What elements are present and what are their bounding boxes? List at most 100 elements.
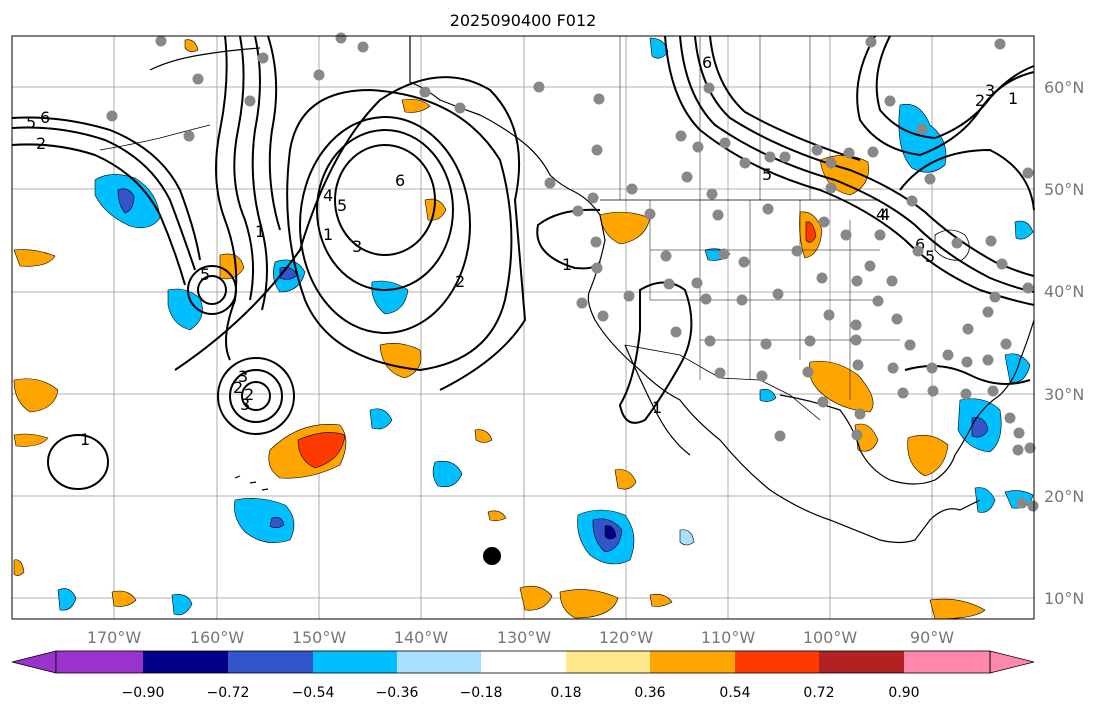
station-dot (924, 173, 936, 185)
station-dot (817, 396, 829, 408)
station-dot (912, 245, 924, 257)
neg-patch-118w-63n (649, 37, 669, 59)
contour-label: 4 (880, 205, 890, 224)
contour-east-5 (679, 35, 1035, 293)
station-dot (987, 385, 999, 397)
contour-label: 3 (238, 367, 248, 386)
contour-east-3 (709, 35, 861, 161)
station-dot (663, 278, 675, 290)
station-dot (852, 359, 864, 371)
station-dot (774, 430, 786, 442)
contour-label: 5 (762, 165, 772, 184)
pos-patch-134w-25n (474, 429, 493, 443)
station-dot (1012, 444, 1024, 456)
contour-label: 5 (337, 196, 347, 215)
longitude-label: 130°W (497, 628, 552, 647)
station-dot (764, 151, 776, 163)
station-dot (825, 182, 837, 194)
neg-patch-light-115w (679, 529, 695, 546)
colorbar-segment (313, 651, 397, 673)
colorbar-tick-label: 0.18 (550, 685, 581, 701)
station-dot (1022, 167, 1034, 179)
station-dot (714, 367, 726, 379)
station-dot (660, 250, 672, 262)
pos-patch-118w-21n (614, 469, 637, 490)
contour-label: 2 (233, 378, 243, 397)
station-dot (887, 362, 899, 374)
contour-low-6 (334, 144, 436, 256)
longitude-label: 110°W (701, 628, 756, 647)
contour-label: 3 (352, 237, 362, 256)
station-dot (904, 339, 916, 351)
north-america-pacific-coast (409, 36, 981, 544)
station-dot (891, 313, 903, 325)
contour-1-southwest (618, 281, 693, 424)
contour-circle-inner (197, 275, 227, 305)
contour-label: 6 (702, 53, 712, 72)
latitude-axis: 60°N 50°N 40°N 30°N 20°N 10°N (1044, 78, 1084, 608)
contour-label: 5 (925, 247, 935, 266)
station-dot (700, 293, 712, 305)
contour-low-4 (299, 116, 471, 334)
colorbar-segment (819, 651, 904, 673)
station-dot (587, 192, 599, 204)
neg-core-155w-18n (269, 517, 285, 529)
colorbar-tick-label: 0.90 (888, 685, 919, 701)
baja-california-coast (624, 344, 691, 456)
filled-anomaly-areas (13, 37, 1034, 620)
pos-core-150w-25n (297, 432, 346, 469)
neg-patch-175w-10n (57, 588, 77, 611)
pos-patch-west-edge-14n (13, 559, 25, 576)
neg-patch-163w-10n (171, 594, 193, 616)
contour-label: 6 (40, 108, 50, 127)
station-dot (626, 183, 638, 195)
longitude-label: 100°W (803, 628, 858, 647)
neg-patch-137w-23n (432, 460, 463, 488)
contour-label: 1 (652, 398, 662, 417)
station-dot (823, 309, 835, 321)
contour-label: 4 (323, 186, 333, 205)
station-dot (703, 82, 715, 94)
contour-trough-d (267, 35, 281, 231)
contour-label: 6 (395, 171, 405, 190)
colorbar-tick-label: −0.18 (460, 685, 503, 701)
latitude-label: 50°N (1044, 180, 1084, 199)
station-dot (257, 52, 269, 64)
pos-patch-130w-10n (519, 585, 553, 611)
station-dot (802, 366, 814, 378)
map-frame (11, 35, 1035, 620)
contour-east-4 (694, 35, 1035, 277)
station-dot (192, 73, 204, 85)
contour-trough-c (251, 35, 268, 311)
station-dot (926, 362, 938, 374)
contour-west-5 (11, 126, 196, 271)
contour-label: 1 (255, 222, 265, 241)
colorbar-tick-label: −0.36 (376, 685, 419, 701)
pos-patch-siberia (184, 39, 199, 52)
contour-label: 5 (200, 265, 210, 284)
station-dot (772, 288, 784, 300)
colorbar-segment (481, 651, 566, 673)
longitude-label: 90°W (910, 628, 954, 647)
contour-west-6 (11, 116, 201, 261)
station-dot (985, 235, 997, 247)
station-dot (1004, 412, 1016, 424)
gulf-coast (779, 319, 1035, 485)
station-dot (906, 195, 918, 207)
station-dot (818, 216, 830, 228)
station-dot (927, 385, 939, 397)
station-dot (996, 258, 1008, 270)
station-dot (843, 147, 855, 159)
contour-low-5 (316, 129, 454, 291)
contour-east-ring (899, 148, 1035, 211)
contour-trough-a (215, 35, 238, 361)
station-dot (897, 387, 909, 399)
colorbar: −0.90 −0.72 −0.54 −0.36 −0.18 0.18 0.36 … (11, 650, 1035, 701)
pos-patch-pnw (599, 211, 651, 245)
neg-patch-143w-27n (369, 408, 393, 430)
station-dot (854, 408, 866, 420)
pos-patch-132w-17n (487, 510, 507, 521)
station-dot (454, 102, 466, 114)
station-dot (533, 81, 545, 93)
colorbar-segment (650, 651, 735, 673)
